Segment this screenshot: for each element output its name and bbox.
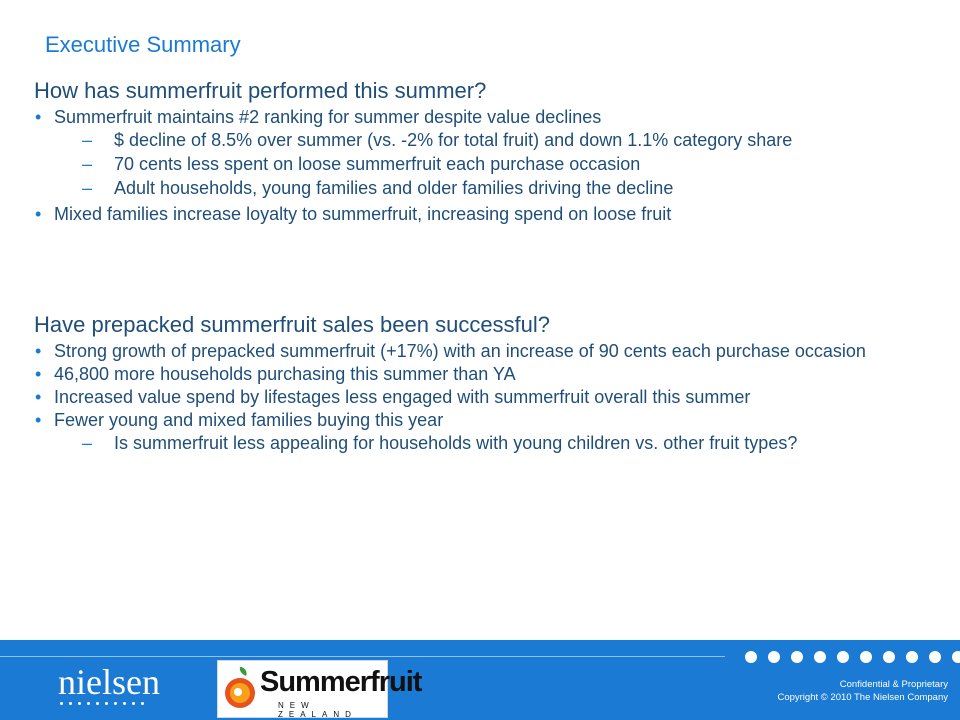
bullet-item: • Strong growth of prepacked summerfruit…	[34, 342, 944, 360]
bullet-list: • Strong growth of prepacked summerfruit…	[34, 342, 944, 452]
section-prepacked: Have prepacked summerfruit sales been su…	[34, 312, 944, 460]
dash-marker: –	[82, 154, 93, 174]
section-performance: How has summerfruit performed this summe…	[34, 78, 944, 228]
sub-bullet-item: – Adult households, young families and o…	[54, 178, 944, 198]
dot-icon	[860, 651, 872, 663]
sub-bullet-item: – 70 cents less spent on loose summerfru…	[54, 154, 944, 174]
slide-title: Executive Summary	[45, 32, 241, 57]
summerfruit-logo-subtext: NEW ZEALAND	[278, 701, 357, 719]
nielsen-logo-dots	[58, 702, 178, 705]
peach-icon	[225, 667, 255, 708]
bullet-text: Strong growth of prepacked summerfruit (…	[54, 341, 866, 361]
dot-icon	[768, 651, 780, 663]
footer-bar: nielsen Summerfruit NEW ZEALAND Confiden…	[0, 640, 960, 720]
bullet-text: Mixed families increase loyalty to summe…	[54, 204, 672, 224]
sub-bullet-text: $ decline of 8.5% over summer (vs. -2% f…	[114, 130, 793, 150]
sub-bullet-list: – Is summerfruit less appealing for hous…	[54, 433, 944, 453]
bullet-marker: •	[35, 410, 42, 430]
sub-bullet-item: – Is summerfruit less appealing for hous…	[54, 433, 944, 453]
dot-icon	[952, 651, 960, 663]
sub-bullet-text: Is summerfruit less appealing for househ…	[114, 433, 798, 453]
dot-icon	[745, 651, 757, 663]
copyright-label: Copyright © 2010 The Nielsen Company	[777, 692, 948, 703]
dot-icon	[837, 651, 849, 663]
summerfruit-logo-text: Summerfruit	[260, 666, 422, 698]
dot-icon	[814, 651, 826, 663]
bullet-item: • Summerfruit maintains #2 ranking for s…	[34, 108, 944, 197]
bullet-item: • Fewer young and mixed families buying …	[34, 411, 944, 452]
bullet-marker: •	[35, 387, 42, 407]
dot-icon	[906, 651, 918, 663]
bullet-list: • Summerfruit maintains #2 ranking for s…	[34, 108, 944, 223]
footer-divider	[0, 656, 725, 657]
sub-bullet-item: – $ decline of 8.5% over summer (vs. -2%…	[54, 130, 944, 150]
bullet-marker: •	[35, 204, 42, 224]
bullet-text: 46,800 more households purchasing this s…	[54, 364, 516, 384]
sub-bullet-text: Adult households, young families and old…	[114, 178, 674, 198]
bullet-item: • Increased value spend by lifestages le…	[34, 388, 944, 406]
bullet-text: Fewer young and mixed families buying th…	[54, 410, 444, 430]
sub-bullet-text: 70 cents less spent on loose summerfruit…	[114, 154, 641, 174]
bullet-text: Increased value spend by lifestages less…	[54, 387, 751, 407]
dash-marker: –	[82, 178, 93, 198]
summerfruit-logo: Summerfruit NEW ZEALAND	[217, 660, 422, 719]
bullet-item: • Mixed families increase loyalty to sum…	[34, 205, 944, 223]
nielsen-logo: nielsen	[58, 664, 178, 710]
bullet-item: • 46,800 more households purchasing this…	[34, 365, 944, 383]
sub-bullet-list: – $ decline of 8.5% over summer (vs. -2%…	[54, 130, 944, 198]
dash-marker: –	[82, 433, 93, 453]
section-heading: Have prepacked summerfruit sales been su…	[34, 312, 551, 337]
dot-icon	[791, 651, 803, 663]
bullet-marker: •	[35, 364, 42, 384]
dash-marker: –	[82, 130, 93, 150]
dot-icon	[929, 651, 941, 663]
section-heading: How has summerfruit performed this summe…	[34, 78, 487, 103]
legal-notice: Confidential & Proprietary Copyright © 2…	[777, 678, 948, 704]
nielsen-logo-text: nielsen	[58, 662, 160, 702]
bullet-text: Summerfruit maintains #2 ranking for sum…	[54, 107, 602, 127]
bullet-marker: •	[35, 341, 42, 361]
confidential-label: Confidential & Proprietary	[839, 679, 948, 690]
bullet-marker: •	[35, 107, 42, 127]
decorative-dots	[745, 651, 960, 663]
dot-icon	[883, 651, 895, 663]
